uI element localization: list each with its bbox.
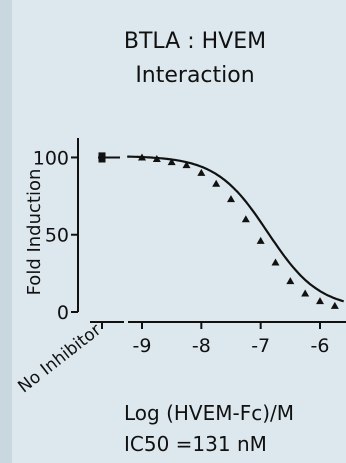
y-tick-label: 0 xyxy=(57,302,69,324)
y-tick-label: 50 xyxy=(45,225,69,247)
data-point-triangle xyxy=(212,179,221,187)
chart-title-line-2: Interaction xyxy=(135,63,254,88)
fit-curve xyxy=(127,155,344,303)
data-point-triangle xyxy=(167,158,176,166)
axes xyxy=(77,138,346,323)
data-point-triangle xyxy=(330,301,339,309)
data-point-triangle xyxy=(286,277,295,285)
data-point-triangle xyxy=(256,236,265,244)
x-tick-label: -7 xyxy=(251,335,270,357)
data-point-triangle xyxy=(227,195,235,203)
data-point-triangle xyxy=(301,289,310,297)
y-axis-label: Fold Induction xyxy=(24,169,45,296)
data-point-triangle xyxy=(271,258,280,266)
data-point-no-inhibitor xyxy=(98,152,106,160)
data-point-triangle xyxy=(316,297,324,305)
x-tick-label: -8 xyxy=(192,335,211,357)
x-tick-label: -6 xyxy=(311,335,330,357)
data-point-triangle xyxy=(138,153,146,161)
ic50-annotation: IC50 =131 nM xyxy=(124,432,267,456)
x-tick-label: -9 xyxy=(133,335,152,357)
chart-title-line-1: BTLA : HVEM xyxy=(124,29,266,54)
left-edge-band xyxy=(0,0,12,463)
data-point-triangle xyxy=(182,161,191,169)
data-point-triangle xyxy=(197,168,206,176)
y-axis-ticks: 0 50 100 xyxy=(33,147,78,324)
data-point-triangle xyxy=(152,155,161,162)
x-axis-label: Log (HVEM-Fc)/M xyxy=(124,401,294,425)
data-points xyxy=(98,152,339,309)
data-point-triangle xyxy=(241,215,250,223)
y-tick-label: 100 xyxy=(33,147,69,169)
x-tick-label-no-inhibitor: No Inhibitor xyxy=(14,320,105,397)
x-axis-ticks: -9 -8 -7 -6 xyxy=(101,322,330,357)
